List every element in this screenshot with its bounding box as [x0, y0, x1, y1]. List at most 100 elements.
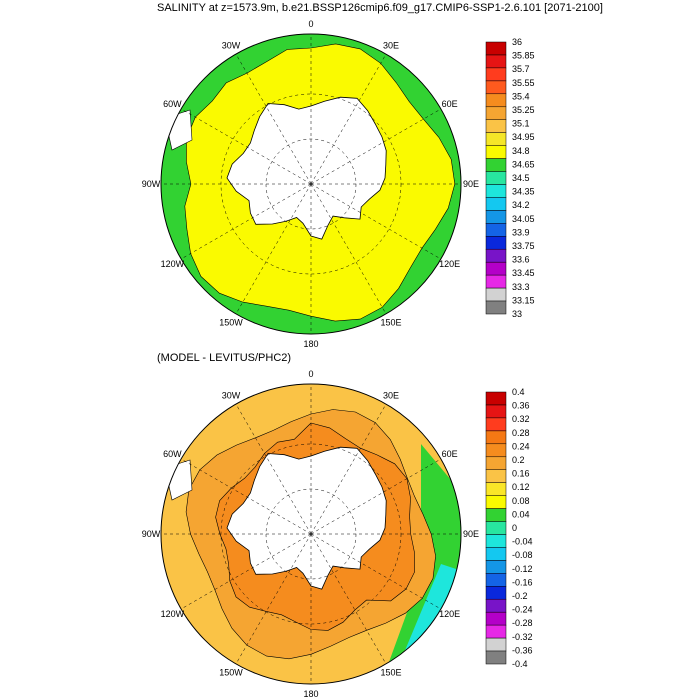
map-boundary [160, 33, 462, 335]
longitude-label: 90E [463, 179, 479, 189]
colorbar-swatch [485, 404, 507, 419]
longitude-label: 0 [308, 369, 313, 379]
longitude-label: 90E [463, 529, 479, 539]
colorbar-label: 0 [512, 523, 517, 533]
longitude-label: 90W [142, 529, 161, 539]
meridian-line [310, 533, 442, 610]
colorbar-label: -0.12 [512, 564, 533, 574]
longitude-label: 180 [303, 689, 318, 699]
colorbar-swatch [485, 521, 507, 535]
longitude-label: 30W [222, 390, 241, 400]
colorbar-swatch [485, 223, 507, 237]
colorbar-swatch [485, 482, 507, 496]
colorbar-swatch [485, 119, 507, 133]
antarctica-landmass [226, 96, 387, 240]
colorbar-swatch [485, 80, 507, 95]
colorbar-swatch [485, 456, 507, 471]
longitude-label: 150E [380, 318, 401, 328]
colorbar-label: -0.24 [512, 605, 533, 615]
longitude-label: 30E [383, 40, 399, 50]
colorbar-label: 0.32 [512, 414, 530, 424]
meridian-line [310, 53, 387, 185]
colorbar-swatch [485, 197, 507, 211]
longitude-label: 90W [142, 179, 161, 189]
bottom-map-fill [161, 384, 461, 684]
meridian-line [235, 183, 312, 315]
meridian-line [235, 53, 312, 185]
colorbar-swatch [485, 417, 507, 432]
colorbar-label: -0.4 [512, 659, 528, 669]
longitude-label: 30W [222, 40, 241, 50]
longitude-label: 150W [219, 318, 243, 328]
map-boundary [160, 383, 462, 685]
colorbar-swatch [485, 300, 507, 315]
colorbar-label: 0.4 [512, 387, 525, 397]
colorbar-label: 35.55 [512, 78, 535, 88]
longitude-label: 60E [442, 99, 458, 109]
meridian-line [310, 403, 387, 535]
colorbar-label: 34.8 [512, 146, 530, 156]
longitude-label: 120E [439, 259, 460, 269]
colorbar-label: 33 [512, 309, 522, 319]
colorbar-swatch [485, 145, 507, 159]
colorbar-label: -0.04 [512, 537, 533, 547]
meridian-line [235, 533, 312, 665]
longitude-label: 0 [308, 19, 313, 29]
colorbar-swatch [485, 236, 507, 250]
colorbar-swatch [485, 495, 507, 509]
colorbar-swatch [485, 469, 507, 483]
meridian-line [310, 533, 387, 665]
longitude-label: 150E [380, 668, 401, 678]
colorbar-label: 33.9 [512, 227, 530, 237]
colorbar-label: 0.2 [512, 455, 525, 465]
colorbar-label: -0.16 [512, 577, 533, 587]
top-map-fill [161, 34, 461, 334]
longitude-label: 120E [439, 609, 460, 619]
colorbar-swatch [485, 391, 507, 406]
colorbar-label: 35.4 [512, 91, 530, 101]
colorbar-label: -0.32 [512, 632, 533, 642]
colorbar-swatch [485, 430, 507, 445]
colorbar-label: 33.45 [512, 268, 535, 278]
colorbar-label: 0.24 [512, 441, 530, 451]
colorbar-swatch [485, 443, 507, 458]
colorbar-label: 0.28 [512, 428, 530, 438]
colorbar-swatch [485, 184, 507, 198]
colorbar-swatch [485, 508, 507, 522]
colorbar-swatch [485, 611, 507, 626]
top-salinity-map-panel: 0 30E 60E 90E 120E 150E 180 150W 120W 90W 60W 30W 36… [142, 19, 535, 349]
colorbar-label: -0.36 [512, 645, 533, 655]
colorbar-swatch [485, 598, 507, 613]
colorbar-swatch [485, 67, 507, 82]
colorbar-label: 34.5 [512, 173, 530, 183]
colorbar-label: 33.75 [512, 241, 535, 251]
longitude-label: 120W [161, 259, 185, 269]
colorbar-label: 35.7 [512, 64, 530, 74]
meridian-line [235, 403, 312, 535]
colorbar-swatch [485, 560, 507, 574]
longitude-label: 180 [303, 339, 318, 349]
colorbar-swatch [485, 171, 507, 185]
colorbar-swatch [485, 132, 507, 146]
longitude-label: 150W [219, 668, 243, 678]
colorbar-swatch [485, 586, 507, 600]
colorbar-swatch [485, 547, 507, 561]
colorbar-label: 0.16 [512, 469, 530, 479]
colorbar-label: -0.2 [512, 591, 528, 601]
colorbar-swatch [485, 158, 507, 172]
meridian-line [180, 533, 312, 610]
colorbar-swatch [485, 261, 507, 276]
colorbar-label: 0.36 [512, 401, 530, 411]
colorbar-label: 33.3 [512, 282, 530, 292]
longitude-label: 60W [163, 99, 182, 109]
colorbar-label: 33.15 [512, 295, 535, 305]
colorbar-label: 34.35 [512, 187, 535, 197]
colorbar-label: -0.28 [512, 618, 533, 628]
colorbar-swatch [485, 534, 507, 548]
colorbar-swatch [485, 573, 507, 587]
colorbar-swatch [485, 287, 507, 302]
colorbar-swatch [485, 650, 507, 665]
meridian-line [310, 183, 442, 260]
colorbar-label: 35.85 [512, 51, 535, 61]
colorbar-swatch [485, 54, 507, 69]
